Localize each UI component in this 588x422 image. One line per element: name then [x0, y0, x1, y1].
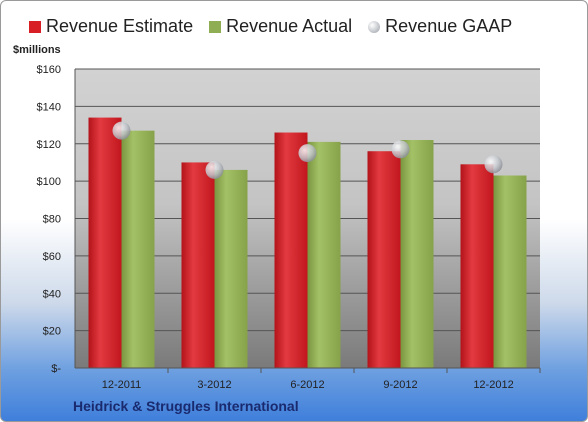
actual-bar — [214, 169, 248, 368]
y-tick-label: $60 — [43, 251, 61, 263]
actual-bar — [400, 140, 434, 368]
legend: Revenue Estimate Revenue Actual Revenue … — [29, 16, 528, 37]
y-tick-label: $100 — [37, 176, 61, 188]
x-tick-label: 9-2012 — [383, 379, 417, 391]
legend-label-actual: Revenue Actual — [226, 16, 353, 36]
x-tick-label: 6-2012 — [290, 379, 324, 391]
estimate-bar — [88, 117, 122, 369]
legend-label-estimate: Revenue Estimate — [46, 16, 194, 36]
y-tick-label: $80 — [43, 214, 61, 226]
estimate-bar — [367, 151, 401, 368]
estimate-bar — [181, 162, 215, 368]
legend-swatch-gaap — [368, 20, 381, 33]
legend-item-gaap: Revenue GAAP — [368, 16, 512, 37]
legend-label-gaap: Revenue GAAP — [385, 16, 513, 36]
legend-item-estimate: Revenue Estimate — [29, 16, 193, 37]
actual-bar — [121, 130, 155, 368]
gaap-marker — [391, 140, 410, 159]
legend-item-actual: Revenue Actual — [209, 16, 352, 37]
y-axis-unit-label: $millions — [13, 44, 61, 56]
company-name: Heidrick & Struggles International — [73, 398, 299, 414]
x-tick-label: 12-2012 — [473, 379, 513, 391]
x-tick-label: 12-2011 — [102, 379, 142, 391]
actual-bar — [307, 141, 341, 368]
y-tick-label: $120 — [37, 139, 61, 151]
estimate-bar — [274, 132, 308, 368]
gaap-marker — [205, 160, 224, 179]
x-tick-label: 3-2012 — [197, 379, 231, 391]
y-tick-label: $140 — [37, 101, 61, 113]
y-tick-label: $20 — [43, 326, 61, 338]
legend-swatch-estimate — [29, 20, 41, 33]
gaap-marker — [298, 144, 317, 163]
gaap-marker — [484, 155, 503, 174]
y-tick-label: $40 — [43, 288, 61, 300]
legend-swatch-actual — [209, 20, 222, 33]
actual-bar — [493, 175, 527, 368]
y-tick-label: $160 — [37, 64, 61, 76]
estimate-bar — [460, 164, 494, 368]
y-tick-label: $- — [51, 363, 61, 375]
gaap-marker — [112, 121, 131, 140]
